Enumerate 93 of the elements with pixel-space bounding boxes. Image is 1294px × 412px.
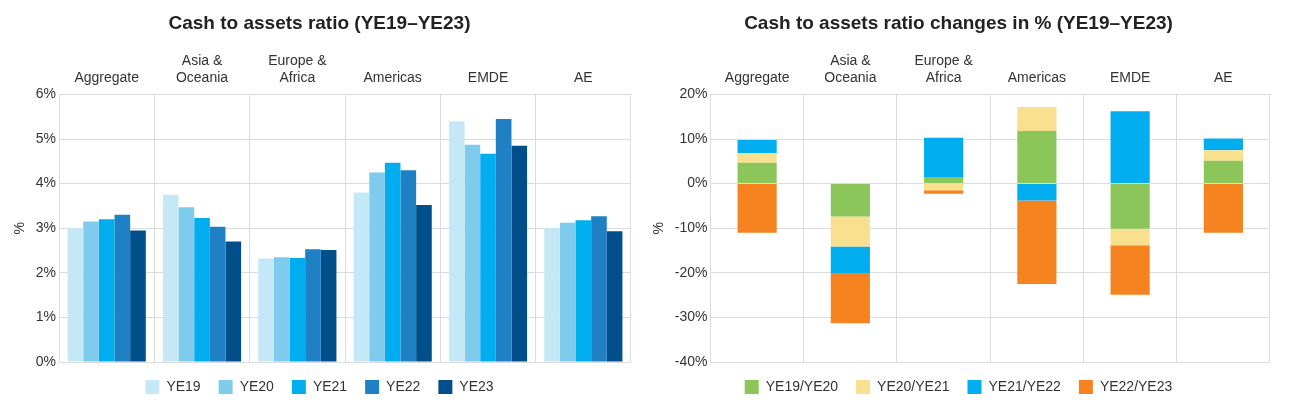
y-tick-label: -40% <box>674 352 708 369</box>
bar <box>737 162 777 184</box>
bar <box>737 153 777 163</box>
bar <box>830 216 870 247</box>
y-tick-label: 4% <box>35 174 57 191</box>
y-tick-label: 5% <box>35 129 57 146</box>
bar <box>178 207 195 362</box>
y-tick-label: 10% <box>679 129 708 146</box>
bar <box>416 205 432 362</box>
x-tick-label: Europe & Africa <box>914 52 974 85</box>
bar <box>258 258 274 362</box>
y-axis-title: % <box>650 221 667 235</box>
bar <box>225 241 242 362</box>
bar <box>67 228 84 362</box>
bar <box>591 216 607 362</box>
bar <box>924 137 964 177</box>
bar <box>1203 138 1243 151</box>
legend-label: YE20 <box>239 377 275 394</box>
bar <box>924 190 964 194</box>
y-tick-label: 6% <box>35 85 57 102</box>
bar <box>559 222 576 362</box>
y-tick-label: -30% <box>674 308 708 325</box>
x-tick-label: EMDE <box>1109 68 1151 85</box>
bar <box>384 162 401 362</box>
bar <box>400 170 417 362</box>
bar <box>1110 111 1150 184</box>
x-tick-label: Americas <box>363 68 422 85</box>
x-tick-label: Asia & Oceania <box>824 52 877 85</box>
x-tick-label: Asia & Oceania <box>175 52 229 85</box>
legend-label: YE21 <box>312 377 348 394</box>
bar <box>1203 150 1243 161</box>
bar <box>209 226 226 362</box>
bar <box>1110 184 1150 229</box>
bar <box>1017 130 1057 184</box>
bar <box>830 184 870 217</box>
bar <box>511 145 528 362</box>
legend-label: YE22/YE23 <box>1099 377 1173 394</box>
bar <box>1203 160 1243 184</box>
y-tick-label: -20% <box>674 263 708 280</box>
bar <box>737 139 777 154</box>
bar <box>162 194 179 362</box>
bar <box>544 228 560 362</box>
bar <box>1203 184 1243 233</box>
bar <box>495 118 512 362</box>
bar <box>448 121 465 362</box>
bar <box>194 217 210 362</box>
bar <box>924 176 964 184</box>
bar <box>1110 245 1150 295</box>
legend-label: YE21/YE22 <box>988 377 1062 394</box>
bar <box>575 220 592 362</box>
bar <box>83 221 99 362</box>
y-tick-label: -10% <box>674 219 708 236</box>
chart-title: Cash to assets ratio changes in % (YE19–YE23) <box>744 11 1173 33</box>
chart-title: Cash to assets ratio (YE19–YE23) <box>168 11 471 33</box>
bar <box>114 214 131 362</box>
y-tick-label: 0% <box>687 174 708 191</box>
bar <box>369 172 385 362</box>
bar <box>1017 106 1057 131</box>
legend-label: YE22 <box>386 377 421 394</box>
x-tick-label: Americas <box>1007 68 1067 85</box>
bar <box>830 246 870 274</box>
bar <box>1017 200 1057 284</box>
bar <box>320 250 337 362</box>
legend-label: YE23 <box>459 377 494 394</box>
y-tick-label: 3% <box>35 219 57 236</box>
x-tick-label: Aggregate <box>724 68 790 85</box>
bar <box>130 230 146 362</box>
legend-label: YE19/YE20 <box>765 377 839 394</box>
bar <box>1110 228 1150 246</box>
bar <box>289 258 306 362</box>
bar <box>273 257 290 362</box>
bar <box>830 273 870 324</box>
legend-label: YE19 <box>166 377 201 394</box>
x-tick-label: Europe & Africa <box>268 52 328 85</box>
y-tick-label: 2% <box>35 263 57 280</box>
x-tick-label: EMDE <box>467 68 509 85</box>
bar <box>480 153 496 362</box>
bar <box>464 144 481 362</box>
legend-label: YE20/YE21 <box>877 377 950 394</box>
y-axis-title: % <box>11 221 28 235</box>
bar <box>737 184 777 233</box>
y-tick-label: 20% <box>679 85 708 102</box>
bar <box>353 192 370 362</box>
y-tick-label: 1% <box>35 308 57 325</box>
bar <box>305 249 321 362</box>
x-tick-label: AE <box>1214 68 1233 85</box>
bar <box>1017 184 1057 201</box>
bar <box>924 184 964 191</box>
y-tick-label: 0% <box>35 352 57 369</box>
x-tick-label: AE <box>573 68 593 85</box>
x-tick-label: Aggregate <box>74 68 140 85</box>
bar <box>98 219 115 362</box>
bar <box>606 231 623 362</box>
